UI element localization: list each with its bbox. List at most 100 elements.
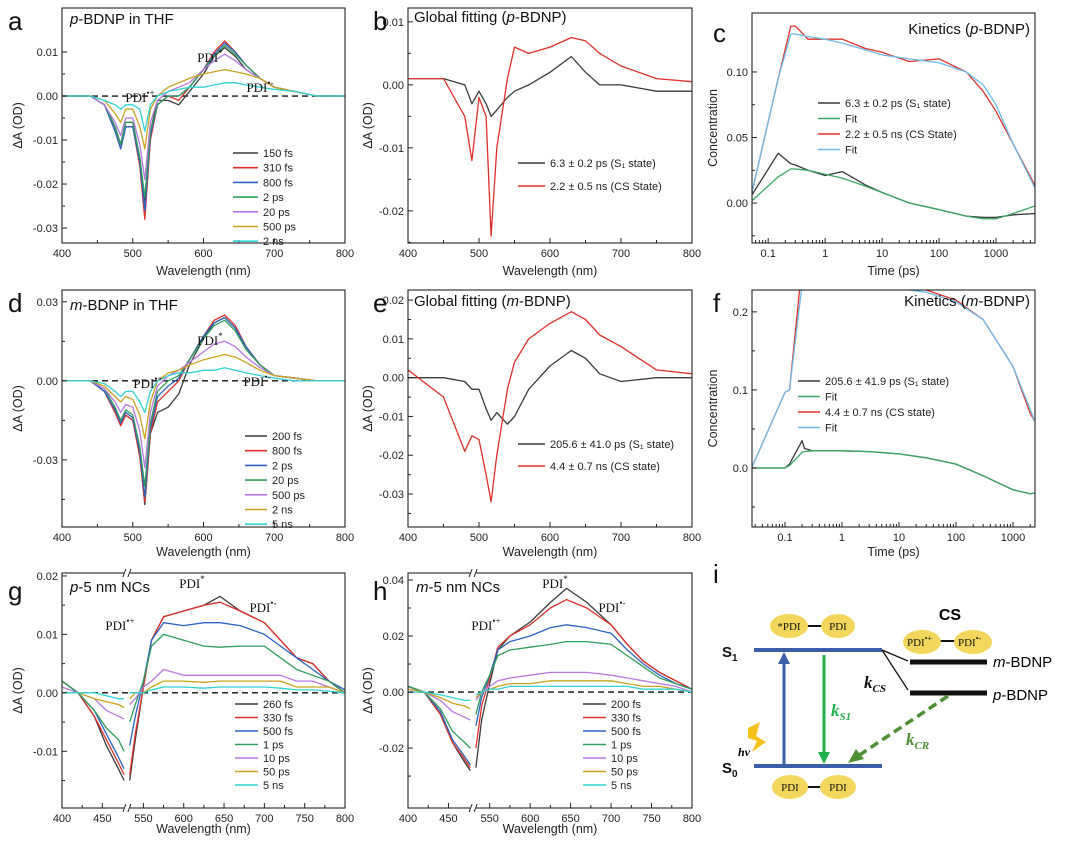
panel-title: Kinetics (p-BDNP): [908, 21, 1030, 38]
legend-label: 10 ps: [611, 753, 638, 765]
series-line-2-2-0-5-ns-cs-state-: [752, 25, 1035, 196]
y-tick-label: -0.03: [33, 455, 58, 467]
y-axis-label: ΔA (OD): [361, 102, 375, 149]
panel-label: b: [373, 6, 387, 36]
energy-diagram-panel-i: i S1 S0 hν *PDI PDI PDI PDI CS PDI•+ PDI…: [713, 559, 1052, 799]
legend-label: 4.4 ± 0.7 ns (CS state): [825, 407, 935, 419]
title-part: m: [416, 579, 429, 596]
y-axis-label: ΔA (OD): [11, 385, 25, 432]
x-tick-label: 700: [612, 532, 630, 544]
x-tick-label: 500: [470, 248, 488, 260]
x-tick-label: 800: [336, 813, 354, 825]
y-axis-label: ΔA (OD): [361, 667, 375, 714]
legend-label: 6.3 ± 0.2 ps (S₁ state): [550, 158, 656, 170]
panel-b: 400 500 600 700 800 0.01 0.00 -0.01 -0.02 Wavelen…: [361, 6, 701, 278]
legend-label: 50 ps: [263, 767, 290, 779]
y-tick-label: 0.02: [383, 631, 404, 643]
axis-break-mark: [473, 568, 478, 578]
x-axis-label: Wavelength (nm): [156, 545, 251, 559]
y-tick-label: 0.01: [383, 334, 404, 346]
x-tick-label: 100: [947, 532, 965, 544]
cs-arrow: [881, 649, 909, 662]
series-line-200-fs: [408, 587, 692, 771]
legend-label: 500 ps: [272, 490, 306, 502]
pdi-ellipse: [954, 630, 992, 654]
legend-label: 500 fs: [611, 726, 641, 738]
title-part: m: [70, 297, 83, 314]
y-tick-label: -0.01: [379, 143, 404, 155]
panel-label: c: [713, 18, 726, 48]
x-tick-label: 1000: [1001, 532, 1025, 544]
legend: 6.3 ± 0.2 ps (S₁ state) 2.2 ± 0.5 ns (CS …: [518, 158, 662, 193]
legend-label: 2 ps: [263, 192, 284, 204]
x-tick-label: 1: [839, 532, 845, 544]
legend-label: 205.6 ± 41.9 ps (S₁ state): [825, 376, 949, 388]
y-tick-label: 0.1: [733, 385, 748, 397]
title-part: p: [969, 21, 978, 38]
series-group: [752, 25, 1035, 220]
y-tick-label: 0.00: [383, 687, 404, 699]
y-tick-label: 0.10: [727, 67, 748, 79]
x-axis-label: Wavelength (nm): [156, 264, 251, 278]
chart-panels: 400 500 600 700 8000.010.00-0.01-0.02-0.03Wa…: [8, 6, 1036, 836]
lightning-icon: [748, 722, 766, 752]
x-tick-label: 600: [521, 813, 539, 825]
series-line-fit: [752, 33, 1035, 196]
title-part: m: [966, 293, 979, 310]
x-tick-label: 650: [215, 813, 233, 825]
x-tick-label: 550: [134, 813, 152, 825]
legend-label: Fit: [845, 114, 857, 126]
y-axis-label: Concentration: [706, 370, 720, 448]
series-line-fit: [752, 450, 1035, 495]
legend-label: 20 ps: [263, 207, 290, 219]
title-part: -BDNP): [519, 293, 571, 310]
legend-label: 5 ns: [611, 780, 632, 792]
legend-label: Fit: [845, 145, 857, 157]
k-s1-label: kS1: [831, 701, 851, 723]
title-part: -BDNP): [515, 9, 567, 26]
x-tick-label: 600: [541, 532, 559, 544]
y-tick-label: 0.00: [727, 198, 748, 210]
x-tick-label: 600: [175, 813, 193, 825]
legend-label: 5 ns: [263, 780, 284, 792]
series-line-800-fs: [62, 42, 345, 212]
series-line-10-ps: [62, 668, 345, 720]
panel-label: f: [713, 288, 721, 318]
panel-e: 400 500 600 700 800 0.02 0.01 0.00 -0.01 -0.02 -0.…: [361, 288, 701, 559]
peak-annotation: PDI•-: [243, 372, 270, 389]
peak-annotation: PDI•+: [105, 616, 134, 633]
title-part: -BDNP in THF: [83, 297, 178, 314]
legend-label: 1 ps: [611, 740, 632, 752]
x-tick-label: 650: [561, 813, 579, 825]
series-line-500-ps: [62, 340, 345, 469]
series-line-50-ps: [408, 680, 692, 710]
series-line-5-ns: [62, 686, 345, 700]
series-line-2-ps: [62, 44, 345, 198]
y-tick-label: 0.00: [37, 91, 58, 103]
x-tick-label: 800: [683, 248, 701, 260]
y-axis-label: ΔA (OD): [11, 102, 25, 149]
legend-label: 200 fs: [272, 431, 302, 443]
charge-recombination-arrow: [857, 694, 949, 758]
y-tick-label: 0.00: [37, 688, 58, 700]
peak-annotation: PDI•+: [125, 88, 154, 105]
y-tick-label: 0.00: [383, 373, 404, 385]
y-tick-label: 0.2: [733, 307, 748, 319]
legend-label: 2 ps: [272, 460, 293, 472]
y-axis-label: Concentration: [706, 89, 720, 167]
title-part: Global fitting (: [414, 9, 507, 26]
legend-label: 205.6 ± 41.0 ps (S₁ state): [550, 439, 674, 451]
legend-label: 10 ps: [263, 753, 290, 765]
x-axis-label: Time (ps): [867, 545, 919, 559]
series-line-205-6-41-0-ps-s-state-: [408, 349, 692, 425]
legend: 6.3 ± 0.2 ps (S₁ state) Fit 2.2 ± 0.5 ns (…: [818, 98, 957, 157]
x-tick-label: 500: [124, 532, 142, 544]
axis-break-gap: [470, 804, 477, 812]
legend-label: 330 fs: [263, 713, 293, 725]
title-part: -5 nm NCs: [78, 579, 150, 596]
axis-break-mark: [468, 568, 473, 578]
x-tick-label: 800: [683, 532, 701, 544]
legend: 150 fs 310 fs 800 fs 2 ps 20 ps 500 ps 2 ns: [233, 148, 297, 248]
y-tick-label: -0.02: [379, 743, 404, 755]
